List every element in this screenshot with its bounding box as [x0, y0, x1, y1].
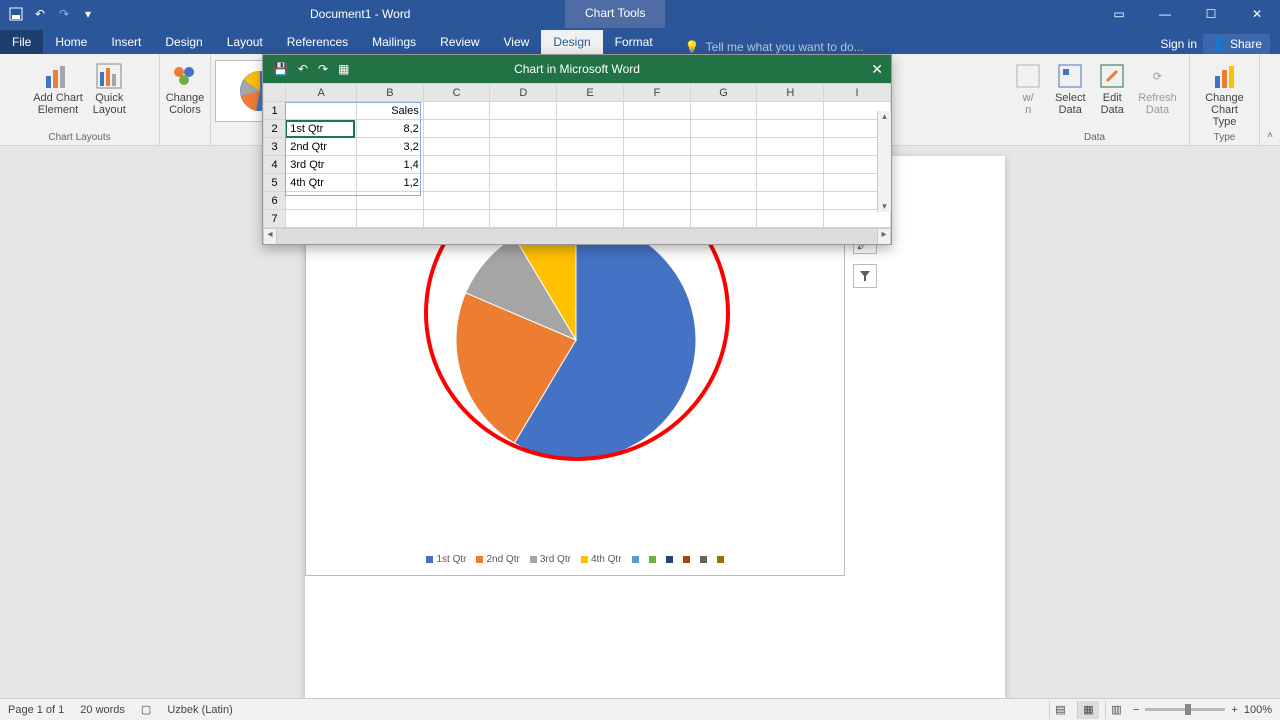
status-page[interactable]: Page 1 of 1 [8, 704, 64, 716]
tab-file[interactable]: File [0, 30, 43, 54]
zoom-slider[interactable] [1145, 708, 1225, 711]
group-chart-layouts: Chart Layouts [48, 130, 110, 143]
xl-close-icon[interactable]: ✕ [871, 61, 883, 78]
chart-data-window[interactable]: 💾 ↶ ↷ ▦ Chart in Microsoft Word ✕ ABCDEF… [262, 54, 892, 245]
xl-redo-icon[interactable]: ↷ [318, 62, 328, 76]
chart-legend[interactable]: 1st Qtr2nd Qtr3rd Qtr4th Qtr [306, 554, 844, 565]
change-colors-button[interactable]: Change Colors [164, 58, 207, 118]
lightbulb-icon: 💡 [685, 40, 700, 54]
tab-insert[interactable]: Insert [99, 30, 153, 54]
tab-layout[interactable]: Layout [215, 30, 275, 54]
quick-layout-button[interactable]: Quick Layout [91, 58, 128, 118]
chart-filters-button[interactable] [853, 264, 877, 288]
tell-me-input[interactable]: 💡Tell me what you want to do... [685, 40, 864, 54]
xl-undo-icon[interactable]: ↶ [298, 62, 308, 76]
xl-edit-icon[interactable]: ▦ [338, 62, 349, 76]
tab-chart-format[interactable]: Format [603, 30, 665, 54]
add-chart-element-button[interactable]: Add Chart Element [31, 58, 85, 118]
edit-data-button[interactable]: Edit Data [1094, 58, 1130, 118]
tab-references[interactable]: References [275, 30, 360, 54]
share-icon: 👤 [1211, 37, 1226, 51]
redo-icon[interactable]: ↷ [56, 6, 72, 22]
tab-home[interactable]: Home [43, 30, 99, 54]
close-icon[interactable]: ✕ [1234, 0, 1280, 28]
select-data-button[interactable]: Select Data [1052, 58, 1088, 118]
xl-grid[interactable]: ABCDEFGHI1Sales21st Qtr8,232nd Qtr3,243r… [263, 83, 891, 228]
qat-more-icon[interactable]: ▾ [80, 6, 96, 22]
view-read-icon[interactable]: ▤ [1049, 701, 1071, 719]
view-web-icon[interactable]: ▥ [1105, 701, 1127, 719]
undo-icon[interactable]: ↶ [32, 6, 48, 22]
status-words[interactable]: 20 words [80, 704, 125, 716]
tab-view[interactable]: View [492, 30, 542, 54]
zoom-level[interactable]: 100% [1244, 704, 1272, 716]
view-print-icon[interactable]: ▦ [1077, 701, 1099, 719]
tab-chart-design[interactable]: Design [541, 30, 602, 54]
save-icon[interactable] [8, 6, 24, 22]
xl-vertical-scrollbar[interactable]: ▴▾ [877, 111, 891, 212]
proofing-icon[interactable]: ▢ [141, 703, 151, 716]
group-data: Data [1084, 130, 1105, 143]
chart-tools-label: Chart Tools [565, 0, 665, 28]
share-button[interactable]: 👤Share [1203, 34, 1270, 54]
change-chart-type-button[interactable]: Change Chart Type [1196, 58, 1253, 130]
tab-design[interactable]: Design [153, 30, 214, 54]
tab-mailings[interactable]: Mailings [360, 30, 428, 54]
tab-review[interactable]: Review [428, 30, 491, 54]
switch-row-column-button[interactable]: w/ n [1010, 58, 1046, 118]
sign-in-link[interactable]: Sign in [1160, 37, 1197, 51]
zoom-in-icon[interactable]: + [1231, 704, 1237, 716]
group-type: Type [1214, 130, 1236, 143]
refresh-data-button[interactable]: ⟳Refresh Data [1136, 58, 1179, 118]
status-language[interactable]: Uzbek (Latin) [167, 704, 232, 716]
xl-save-icon[interactable]: 💾 [273, 62, 288, 76]
minimize-icon[interactable]: — [1142, 0, 1188, 28]
zoom-out-icon[interactable]: − [1133, 704, 1139, 716]
xl-title: Chart in Microsoft Word [514, 62, 640, 76]
ribbon-options-icon[interactable]: ▭ [1096, 0, 1142, 28]
collapse-ribbon-icon[interactable]: ˄ [1260, 54, 1280, 145]
document-title: Document1 - Word [310, 7, 410, 21]
xl-horizontal-scrollbar[interactable]: ◂▸ [263, 228, 891, 244]
maximize-icon[interactable]: ☐ [1188, 0, 1234, 28]
